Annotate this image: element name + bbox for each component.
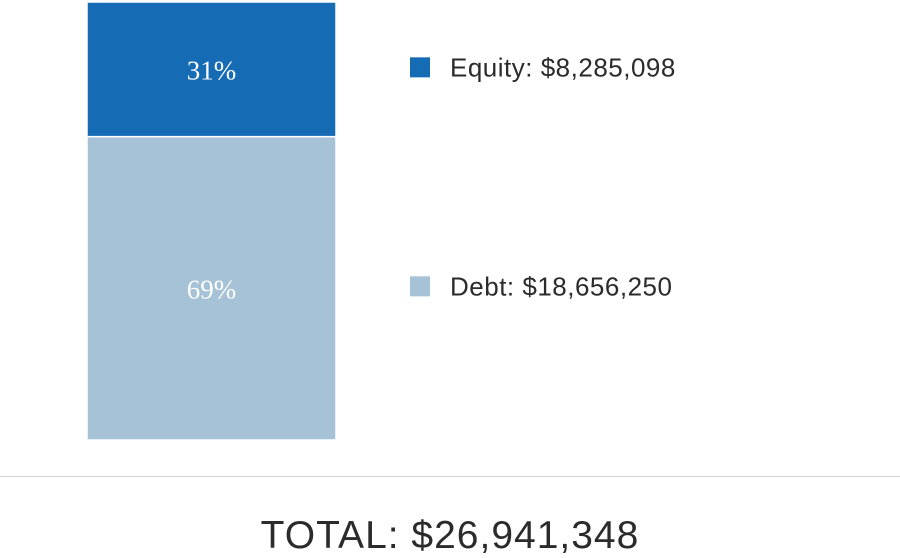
legend-label-debt: Debt: $18,656,250	[450, 271, 672, 301]
legend: Equity: $8,285,098 Debt: $18,656,250	[410, 52, 676, 301]
legend-swatch-debt	[410, 276, 430, 297]
legend-label-equity: Equity: $8,285,098	[450, 52, 676, 82]
total-label: TOTAL: $26,941,348	[261, 514, 640, 557]
data-label-debt: 69%	[187, 274, 237, 304]
stacked-bar: 31% 69%	[86, 1, 337, 441]
bar-segment-debt	[86, 135, 337, 441]
legend-swatch-equity	[410, 57, 430, 78]
data-label-equity: 31%	[187, 55, 237, 85]
bar-segment-equity	[86, 1, 337, 138]
